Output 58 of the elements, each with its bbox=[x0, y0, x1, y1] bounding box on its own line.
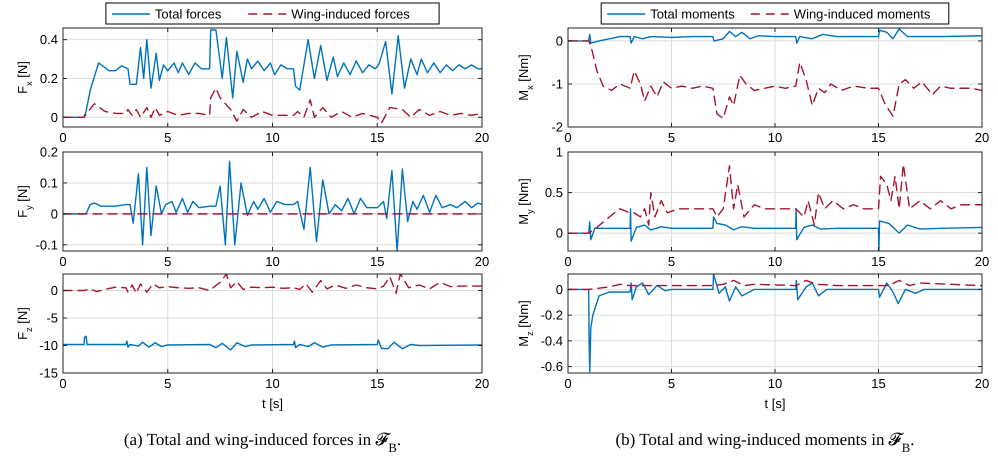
y-tick-label: 0.1 bbox=[40, 175, 58, 190]
x-tick-label: 15 bbox=[370, 254, 384, 269]
legend-label: Wing-induced forces bbox=[291, 6, 410, 22]
x-tick-label: 5 bbox=[668, 254, 676, 269]
x-axis-title: t [s] bbox=[262, 396, 283, 411]
y-tick-label: 0 bbox=[50, 110, 58, 125]
x-tick-label: 10 bbox=[265, 254, 280, 269]
x-tick-label: 20 bbox=[974, 376, 990, 391]
x-tick-label: 15 bbox=[370, 376, 384, 391]
y-tick-label: -1 bbox=[551, 76, 563, 92]
line-series bbox=[568, 163, 982, 234]
y-tick-label: -0.6 bbox=[540, 359, 563, 374]
x-tick-label: 5 bbox=[164, 254, 172, 269]
y-tick-label: 0.2 bbox=[40, 70, 58, 86]
x-tick-label: 15 bbox=[871, 376, 886, 391]
legend-label: Total forces bbox=[154, 6, 222, 22]
x-tick-label: 5 bbox=[164, 130, 172, 145]
x-tick-label: 10 bbox=[768, 130, 782, 145]
y-tick-label: -10 bbox=[39, 338, 58, 353]
y-tick-label: 0.5 bbox=[544, 185, 563, 200]
x-tick-label: 20 bbox=[974, 130, 990, 145]
x-tick-label: 15 bbox=[871, 130, 886, 145]
legend-label: Total moments bbox=[650, 6, 736, 22]
x-tick-label: 20 bbox=[974, 254, 990, 269]
y-tick-label: -0.4 bbox=[540, 333, 563, 348]
y-tick-label: 0 bbox=[556, 33, 563, 48]
legend-label: Wing-induced moments bbox=[794, 6, 931, 22]
x-tick-label: 15 bbox=[370, 130, 384, 145]
x-tick-label: 5 bbox=[668, 376, 676, 391]
x-tick-label: 20 bbox=[474, 376, 490, 391]
y-tick-label: 1 bbox=[556, 144, 563, 160]
text: (a) Total and wing-induced forces in 𝓕$_{B}$. bbox=[124, 430, 402, 455]
x-tick-label: 5 bbox=[164, 376, 172, 391]
y-tick-label: 0 bbox=[50, 206, 58, 222]
y-tick-label: 0 bbox=[556, 282, 563, 297]
x-tick-label: 15 bbox=[871, 254, 886, 269]
y-tick-label: 0 bbox=[556, 226, 563, 241]
y-tick-label: -2 bbox=[551, 120, 563, 134]
x-tick-label: 10 bbox=[768, 254, 782, 269]
line-series bbox=[63, 335, 482, 351]
y-tick-label: 0 bbox=[50, 283, 58, 298]
line-series bbox=[568, 274, 982, 372]
y-tick-label: -5 bbox=[46, 310, 58, 326]
x-tick-label: 20 bbox=[474, 254, 490, 269]
x-tick-label: 10 bbox=[265, 130, 280, 145]
x-tick-label: 5 bbox=[668, 130, 676, 145]
x-tick-label: 10 bbox=[265, 376, 280, 391]
y-tick-label: 0.2 bbox=[40, 144, 58, 160]
line-series bbox=[568, 280, 982, 290]
y-tick-label: -15 bbox=[39, 366, 58, 380]
line-series bbox=[568, 40, 982, 120]
y-tick-label: -0.1 bbox=[36, 237, 58, 252]
x-axis-title: t [s] bbox=[764, 396, 786, 411]
x-tick-label: 10 bbox=[768, 376, 782, 391]
y-tick-label: -0.2 bbox=[540, 308, 563, 323]
x-tick-label: 20 bbox=[474, 130, 490, 145]
text: (b) Total and wing-induced moments in 𝓕$_{B}$. bbox=[615, 430, 915, 455]
y-tick-label: 0.4 bbox=[40, 32, 58, 48]
